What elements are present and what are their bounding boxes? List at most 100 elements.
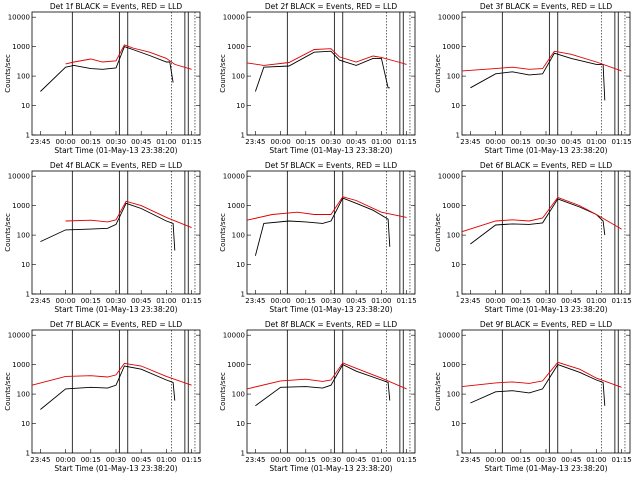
series-events: [470, 198, 606, 245]
y-tick-label: 10: [236, 261, 245, 269]
y-axis-label: Counts/sec: [434, 213, 442, 252]
plot-frame: [31, 11, 201, 136]
y-tick-label: 1: [26, 450, 30, 458]
y-axis-label: Counts/sec: [4, 213, 12, 252]
y-tick-label: 1: [456, 291, 460, 299]
x-tick-label: 23:45: [460, 138, 480, 146]
y-axis-label: Counts/sec: [219, 213, 227, 252]
y-tick-label: 100: [232, 391, 245, 399]
y-tick-label: 1000: [442, 361, 460, 369]
x-tick-label: 00:30: [536, 297, 556, 305]
x-axis-label: Start Time (01-May-13 23:38:20): [54, 305, 177, 314]
chart-panel-7: Det 7f BLACK = Events, RED = LLD 1 10 100 10…: [4, 320, 202, 473]
y-tick-label: 1: [456, 132, 460, 140]
y-tick-label: 1000: [12, 361, 30, 369]
y-tick-label: 10: [451, 420, 460, 428]
chart-title: Det 2f BLACK = Events, RED = LLD: [265, 2, 398, 11]
x-tick-label: 00:45: [131, 456, 151, 464]
x-tick-label: 00:30: [321, 297, 341, 305]
plot-frame: [31, 170, 201, 295]
x-axis-label: Start Time (01-May-13 23:38:20): [269, 305, 392, 314]
x-tick-label: 00:30: [106, 138, 126, 146]
series-lld: [461, 361, 622, 388]
y-tick-label: 100: [232, 232, 245, 240]
x-tick-label: 00:00: [56, 297, 76, 305]
y-tick-label: 10000: [223, 173, 245, 181]
x-tick-label: 23:45: [30, 297, 50, 305]
x-tick-label: 01:00: [156, 138, 176, 146]
series-lld: [461, 50, 622, 72]
series-events: [254, 50, 390, 92]
series-lld: [246, 362, 407, 390]
x-tick-label: 00:00: [486, 297, 506, 305]
x-tick-label: 00:30: [536, 456, 556, 464]
x-tick-label: 01:15: [612, 456, 632, 464]
y-tick-label: 10: [21, 102, 30, 110]
x-tick-label: 01:15: [612, 138, 632, 146]
plot-frame: [246, 170, 416, 295]
x-tick-label: 00:15: [511, 456, 531, 464]
series-lld: [246, 196, 407, 221]
x-tick-label: 00:30: [106, 297, 126, 305]
y-tick-label: 1: [456, 450, 460, 458]
y-tick-label: 100: [17, 391, 30, 399]
series-lld: [31, 362, 192, 386]
series-events: [40, 365, 176, 410]
chart-title: Det 9f BLACK = Events, RED = LLD: [480, 320, 613, 329]
y-tick-label: 10000: [223, 14, 245, 22]
x-tick-label: 01:15: [397, 138, 417, 146]
y-tick-label: 1000: [227, 43, 245, 51]
series-lld: [65, 200, 192, 229]
x-tick-label: 01:00: [371, 138, 391, 146]
y-tick-label: 100: [447, 232, 460, 240]
y-tick-label: 10: [21, 261, 30, 269]
x-tick-label: 00:30: [321, 456, 341, 464]
y-tick-label: 10000: [438, 332, 460, 340]
y-tick-label: 1: [241, 291, 245, 299]
y-tick-label: 10: [236, 102, 245, 110]
x-tick-label: 23:45: [460, 297, 480, 305]
x-axis-label: Start Time (01-May-13 23:38:20): [484, 146, 607, 155]
x-tick-label: 01:15: [397, 456, 417, 464]
chart-title: Det 6f BLACK = Events, RED = LLD: [480, 161, 613, 170]
x-axis-label: Start Time (01-May-13 23:38:20): [269, 464, 392, 473]
plot-frame: [246, 11, 416, 136]
x-tick-label: 23:45: [460, 456, 480, 464]
y-tick-label: 10000: [223, 332, 245, 340]
x-tick-label: 00:00: [486, 456, 506, 464]
x-tick-label: 23:45: [30, 456, 50, 464]
x-tick-label: 00:30: [321, 138, 341, 146]
x-tick-label: 00:00: [56, 456, 76, 464]
x-tick-label: 00:15: [81, 297, 101, 305]
x-tick-label: 23:45: [245, 138, 265, 146]
y-tick-label: 10: [21, 420, 30, 428]
y-tick-label: 1: [241, 450, 245, 458]
y-tick-label: 1000: [227, 361, 245, 369]
x-tick-label: 00:45: [561, 138, 581, 146]
x-tick-label: 23:45: [245, 456, 265, 464]
x-tick-label: 23:45: [245, 297, 265, 305]
chart-panel-2: Det 2f BLACK = Events, RED = LLD 1 10 100 10…: [219, 2, 417, 155]
y-tick-label: 100: [17, 232, 30, 240]
series-events: [40, 202, 176, 251]
y-tick-label: 100: [232, 73, 245, 81]
y-tick-label: 1: [26, 132, 30, 140]
chart-panel-1: Det 1f BLACK = Events, RED = LLD 1 10 100 10…: [4, 2, 202, 155]
series-lld: [65, 44, 192, 70]
y-tick-label: 100: [17, 73, 30, 81]
x-tick-label: 00:30: [106, 456, 126, 464]
x-tick-label: 01:00: [156, 456, 176, 464]
y-axis-label: Counts/sec: [434, 54, 442, 93]
x-tick-label: 01:15: [612, 297, 632, 305]
x-axis-label: Start Time (01-May-13 23:38:20): [54, 146, 177, 155]
x-tick-label: 23:45: [30, 138, 50, 146]
x-tick-label: 00:45: [131, 138, 151, 146]
y-tick-label: 10: [451, 261, 460, 269]
x-tick-label: 00:00: [271, 456, 291, 464]
x-tick-label: 00:45: [561, 456, 581, 464]
y-tick-label: 1: [241, 132, 245, 140]
x-tick-label: 00:00: [271, 138, 291, 146]
chart-title: Det 4f BLACK = Events, RED = LLD: [50, 161, 183, 170]
x-tick-label: 01:15: [182, 138, 202, 146]
